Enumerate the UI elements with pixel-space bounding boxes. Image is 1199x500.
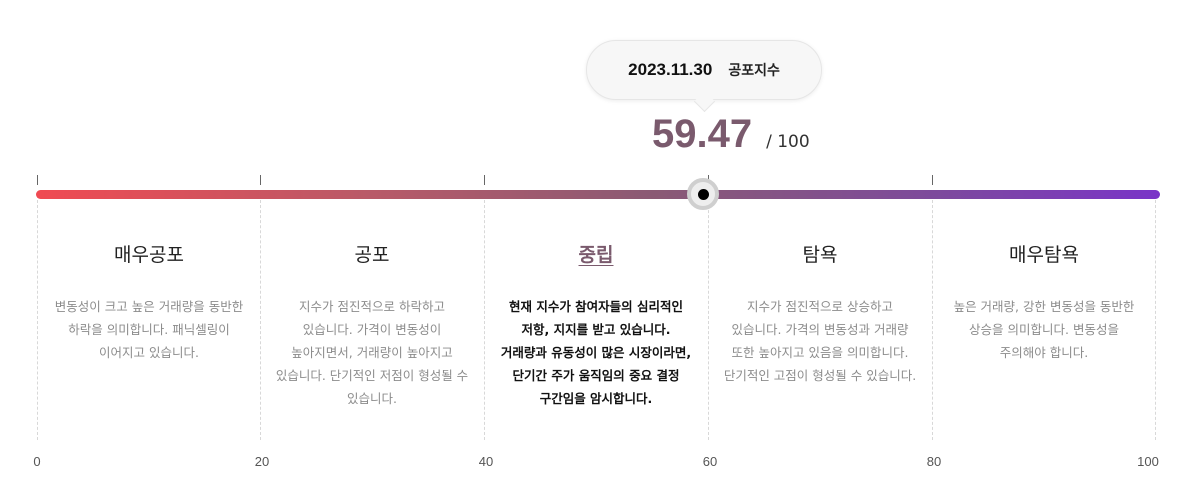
scale-tick: [37, 175, 38, 185]
score-value: 59.47: [652, 112, 753, 156]
zone-description: 지수가 점진적으로 상승하고 있습니다. 가격의 변동성과 거래량 또한 높아지…: [723, 299, 917, 383]
axis-label-100: 100: [1137, 454, 1159, 469]
date-tooltip: 2023.11.30 공포지수: [586, 40, 822, 100]
zone-divider: [37, 200, 38, 440]
axis-label-60: 60: [702, 454, 718, 469]
axis-label-80: 80: [926, 454, 942, 469]
zone-title: 매우공포: [114, 244, 184, 266]
zone-fear: 공포 지수가 점진적으로 하락하고 있습니다. 가격이 변동성이 높아지면서, …: [260, 240, 484, 410]
zone-description: 높은 거래량, 강한 변동성을 동반한 상승을 의미합니다. 변동성을 주의해야…: [953, 299, 1135, 360]
tooltip-label: 공포지수: [728, 63, 780, 79]
tooltip-date: 2023.11.30: [628, 60, 713, 79]
scale-tick: [932, 175, 933, 185]
axis-label-20: 20: [254, 454, 270, 469]
fear-greed-gauge-track: [36, 190, 1160, 199]
zone-divider: [1155, 200, 1156, 440]
zone-extreme-fear: 매우공포 변동성이 크고 높은 거래량을 동반한 하락을 의미합니다. 패닉셀링…: [37, 240, 261, 364]
gauge-indicator-knob[interactable]: [687, 178, 719, 210]
zone-title: 매우탐욕: [1009, 244, 1079, 266]
score-max: / 100: [766, 132, 810, 152]
scale-tick: [260, 175, 261, 185]
axis-label-0: 0: [33, 454, 41, 469]
fear-greed-score: 59.47 / 100: [652, 112, 810, 157]
zone-description: 변동성이 크고 높은 거래량을 동반한 하락을 의미합니다. 패닉셀링이 이어지…: [54, 299, 244, 360]
zone-divider: [932, 200, 933, 440]
gauge-indicator-dot: [697, 188, 709, 200]
zone-neutral: 중립 현재 지수가 참여자들의 심리적인 저항, 지지를 받고 있습니다. 거래…: [484, 240, 708, 410]
zone-description-active: 현재 지수가 참여자들의 심리적인 저항, 지지를 받고 있습니다. 거래량과 …: [500, 299, 692, 406]
zone-description: 지수가 점진적으로 하락하고 있습니다. 가격이 변동성이 높아지면서, 거래량…: [275, 299, 469, 406]
scale-tick: [484, 175, 485, 185]
zone-divider: [708, 200, 709, 440]
zone-greed: 탐욕 지수가 점진적으로 상승하고 있습니다. 가격의 변동성과 거래량 또한 …: [708, 240, 932, 387]
zone-divider: [484, 200, 485, 440]
zone-title: 탐욕: [802, 244, 838, 266]
zone-title-active[interactable]: 중립: [578, 244, 614, 266]
zone-title: 공포: [354, 244, 390, 266]
axis-label-40: 40: [478, 454, 494, 469]
zone-extreme-greed: 매우탐욕 높은 거래량, 강한 변동성을 동반한 상승을 의미합니다. 변동성을…: [932, 240, 1156, 364]
zone-divider: [260, 200, 261, 440]
